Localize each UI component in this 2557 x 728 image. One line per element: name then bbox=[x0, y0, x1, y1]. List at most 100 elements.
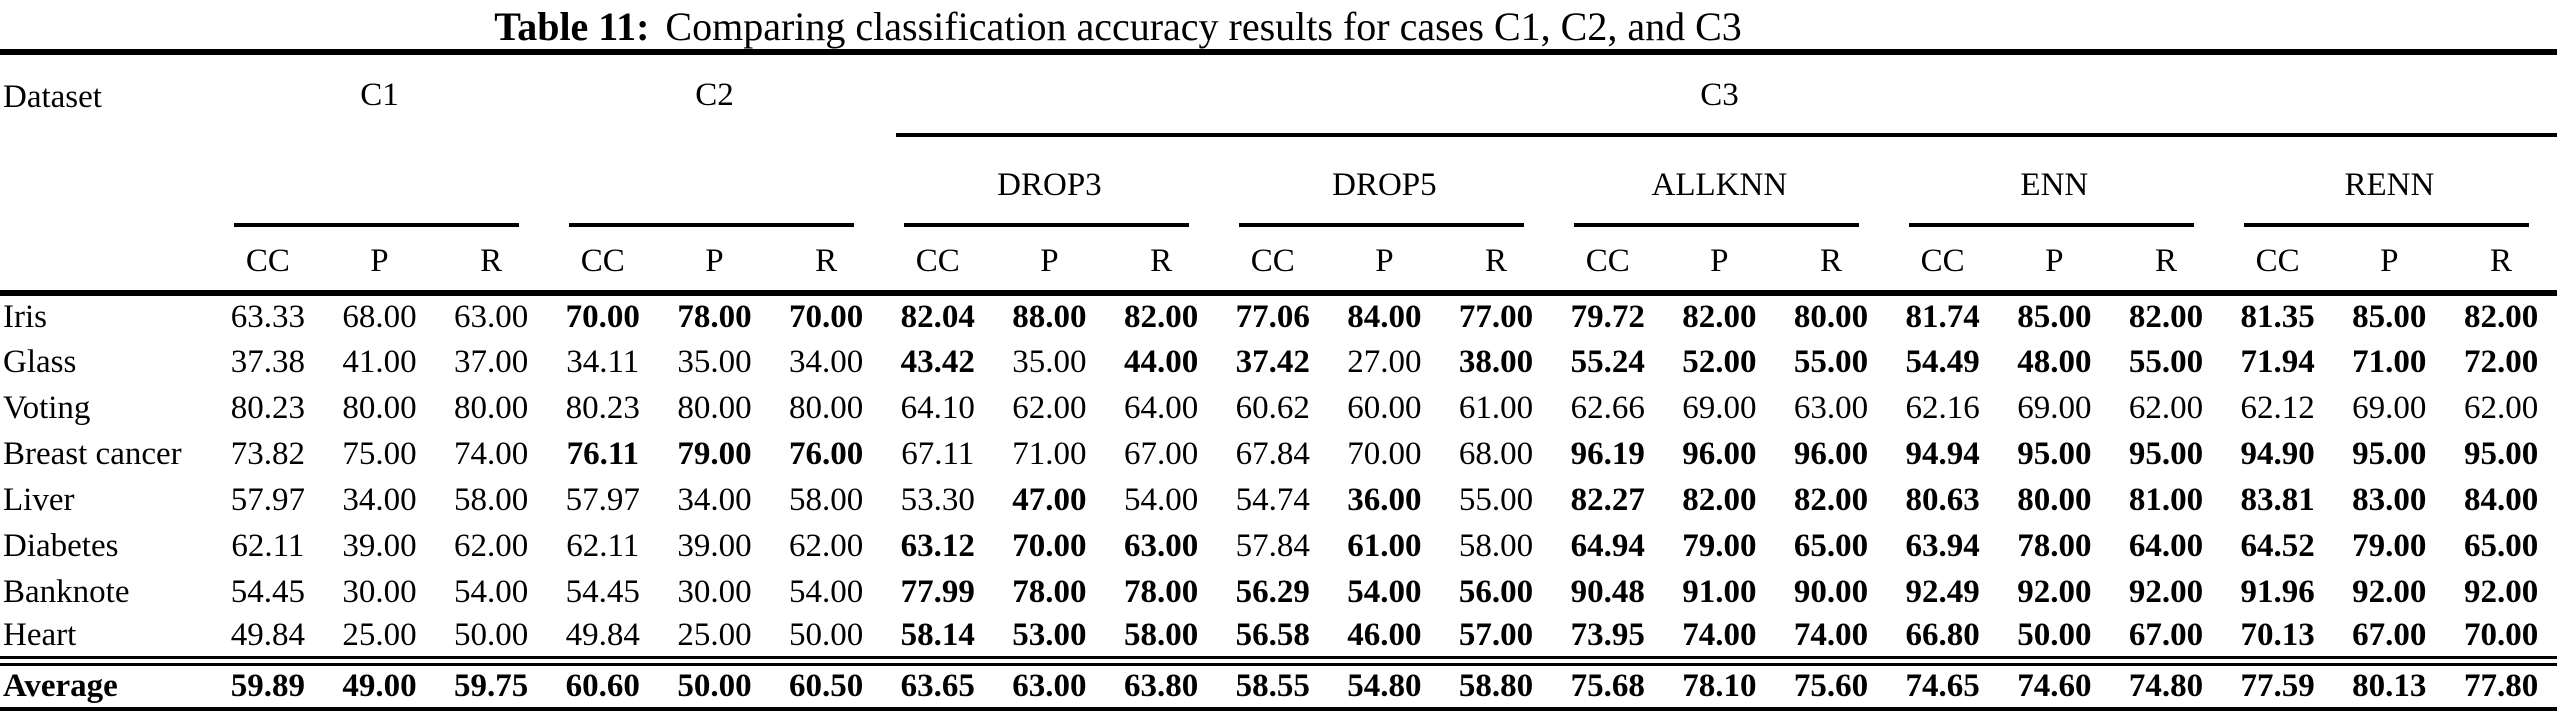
value-cell: 60.60 bbox=[546, 661, 659, 711]
value-cell: 80.00 bbox=[2017, 481, 2092, 518]
value-cell: 71.00 bbox=[2352, 343, 2427, 380]
value-cell: 41.00 bbox=[342, 343, 417, 380]
value-cell: 95.00 bbox=[2017, 435, 2092, 472]
value-cell: 83.00 bbox=[2352, 481, 2427, 518]
method-header-drop5: DROP5 bbox=[1217, 141, 1552, 229]
value-cell: 61.00 bbox=[1347, 527, 1422, 564]
value-cell: 44.00 bbox=[1123, 343, 1199, 380]
value-cell: 64.00 bbox=[2128, 527, 2204, 564]
value-cell: 54.00 bbox=[788, 573, 864, 610]
method-header-drop3: DROP3 bbox=[882, 141, 1217, 229]
value-cell: 70.00 bbox=[1347, 435, 1422, 472]
value-cell: 59.89 bbox=[212, 661, 324, 711]
value-cell: 30.00 bbox=[677, 573, 752, 610]
value-cell: 80.00 bbox=[1793, 299, 1869, 335]
table-caption: Table 11: Comparing classification accura… bbox=[0, 0, 2236, 49]
metric-header-r: R bbox=[1440, 229, 1552, 296]
value-cell: 80.13 bbox=[2333, 661, 2446, 711]
value-cell: 85.00 bbox=[2352, 299, 2427, 335]
metric-header-cc: CC bbox=[1886, 229, 1999, 296]
metric-header-p: P bbox=[1998, 229, 2111, 296]
value-cell: 75.60 bbox=[1775, 661, 1887, 711]
value-cell: 35.00 bbox=[677, 343, 752, 380]
value-cell: 25.00 bbox=[658, 615, 771, 666]
value-cell: 82.00 bbox=[1682, 481, 1757, 518]
caption-label: Table 11: bbox=[494, 4, 650, 49]
value-cell: 90.48 bbox=[1570, 573, 1645, 610]
row-label: Diabetes bbox=[3, 527, 119, 564]
value-cell: 25.00 bbox=[323, 615, 436, 666]
value-cell: 79.00 bbox=[677, 435, 752, 472]
value-cell: 27.00 bbox=[1347, 343, 1422, 380]
value-cell: 77.00 bbox=[1458, 299, 1534, 335]
value-cell: 62.00 bbox=[1012, 389, 1087, 426]
value-cell: 83.81 bbox=[2240, 481, 2315, 518]
value-cell: 63.00 bbox=[454, 299, 529, 335]
value-cell: 91.96 bbox=[2240, 573, 2315, 610]
value-cell: 54.00 bbox=[454, 573, 529, 610]
value-cell: 74.65 bbox=[1886, 661, 1999, 711]
value-cell: 80.00 bbox=[788, 389, 864, 426]
value-cell: 81.00 bbox=[2128, 481, 2204, 518]
data-row-breast-cancer: Breast cancer 73.82 75.00 74.00 76.11 79.00 76… bbox=[0, 431, 2557, 477]
value-cell: 54.45 bbox=[230, 573, 305, 610]
value-cell: 62.11 bbox=[566, 527, 640, 564]
value-cell: 94.94 bbox=[1905, 435, 1980, 472]
row-label: Glass bbox=[3, 343, 77, 380]
value-cell: 82.00 bbox=[1123, 299, 1199, 335]
value-cell: 92.00 bbox=[2463, 573, 2539, 610]
value-cell: 58.55 bbox=[1216, 661, 1329, 711]
metric-header-r: R bbox=[2445, 229, 2557, 296]
value-cell: 62.00 bbox=[2463, 389, 2539, 426]
value-cell: 43.42 bbox=[900, 343, 975, 380]
metric-header-cc: CC bbox=[1551, 229, 1664, 296]
value-cell: 58.00 bbox=[788, 481, 864, 518]
metric-header-cc: CC bbox=[212, 229, 324, 296]
value-cell: 35.00 bbox=[1012, 343, 1087, 380]
top-rule bbox=[0, 49, 2557, 55]
value-cell: 48.00 bbox=[2017, 343, 2092, 380]
row-label: Heart bbox=[0, 615, 212, 666]
row-label: Liver bbox=[3, 481, 75, 518]
value-cell: 74.80 bbox=[2110, 661, 2222, 711]
average-row: Average 59.89 49.00 59.75 60.60 50.00 60.50 63.… bbox=[0, 661, 2557, 711]
value-cell: 92.00 bbox=[2352, 573, 2427, 610]
value-cell: 60.62 bbox=[1235, 389, 1310, 426]
metric-header-p: P bbox=[2333, 229, 2446, 296]
table-body: Iris 63.33 68.00 63.00 70.00 78.00 70.00 82.04 8… bbox=[0, 293, 2557, 711]
row-label: Voting bbox=[3, 389, 91, 426]
value-cell: 67.00 bbox=[2333, 615, 2446, 666]
value-cell: 49.84 bbox=[546, 615, 659, 666]
method-header-enn: ENN bbox=[1887, 141, 2222, 229]
value-cell: 63.65 bbox=[881, 661, 994, 711]
value-cell: 80.23 bbox=[565, 389, 640, 426]
value-cell: 80.63 bbox=[1905, 481, 1980, 518]
value-cell: 54.45 bbox=[565, 573, 640, 610]
value-cell: 62.00 bbox=[2128, 389, 2204, 426]
value-cell: 96.00 bbox=[1793, 435, 1869, 472]
metric-header-row: CC P R CC P R CC P R CC P R CC P R CC P R CC P R bbox=[0, 229, 2557, 296]
value-cell: 67.00 bbox=[2110, 615, 2222, 666]
value-cell: 49.00 bbox=[323, 661, 436, 711]
value-cell: 64.94 bbox=[1570, 527, 1645, 564]
value-cell: 70.00 bbox=[565, 299, 640, 335]
group-header-c2: C2 bbox=[695, 77, 734, 113]
value-cell: 64.10 bbox=[900, 389, 975, 426]
value-cell: 63.00 bbox=[1123, 527, 1199, 564]
value-cell: 74.60 bbox=[1998, 661, 2111, 711]
value-cell: 66.80 bbox=[1886, 615, 1999, 666]
c1-group-underline bbox=[212, 141, 547, 229]
method-header-renn: RENN bbox=[2222, 141, 2557, 229]
value-cell: 55.00 bbox=[1458, 481, 1534, 518]
value-cell: 65.00 bbox=[1793, 527, 1869, 564]
value-cell: 81.35 bbox=[2240, 299, 2315, 335]
value-cell: 63.80 bbox=[1105, 661, 1217, 711]
value-cell: 81.74 bbox=[1905, 299, 1980, 335]
metric-header-r: R bbox=[1775, 229, 1887, 296]
data-row-banknote: Banknote 54.45 30.00 54.00 54.45 30.00 54.00 77… bbox=[0, 569, 2557, 615]
caption-text: Comparing classification accuracy result… bbox=[665, 4, 1742, 49]
value-cell: 50.00 bbox=[770, 615, 882, 666]
value-cell: 70.00 bbox=[2445, 615, 2557, 666]
value-cell: 65.00 bbox=[2463, 527, 2539, 564]
value-cell: 34.00 bbox=[677, 481, 752, 518]
